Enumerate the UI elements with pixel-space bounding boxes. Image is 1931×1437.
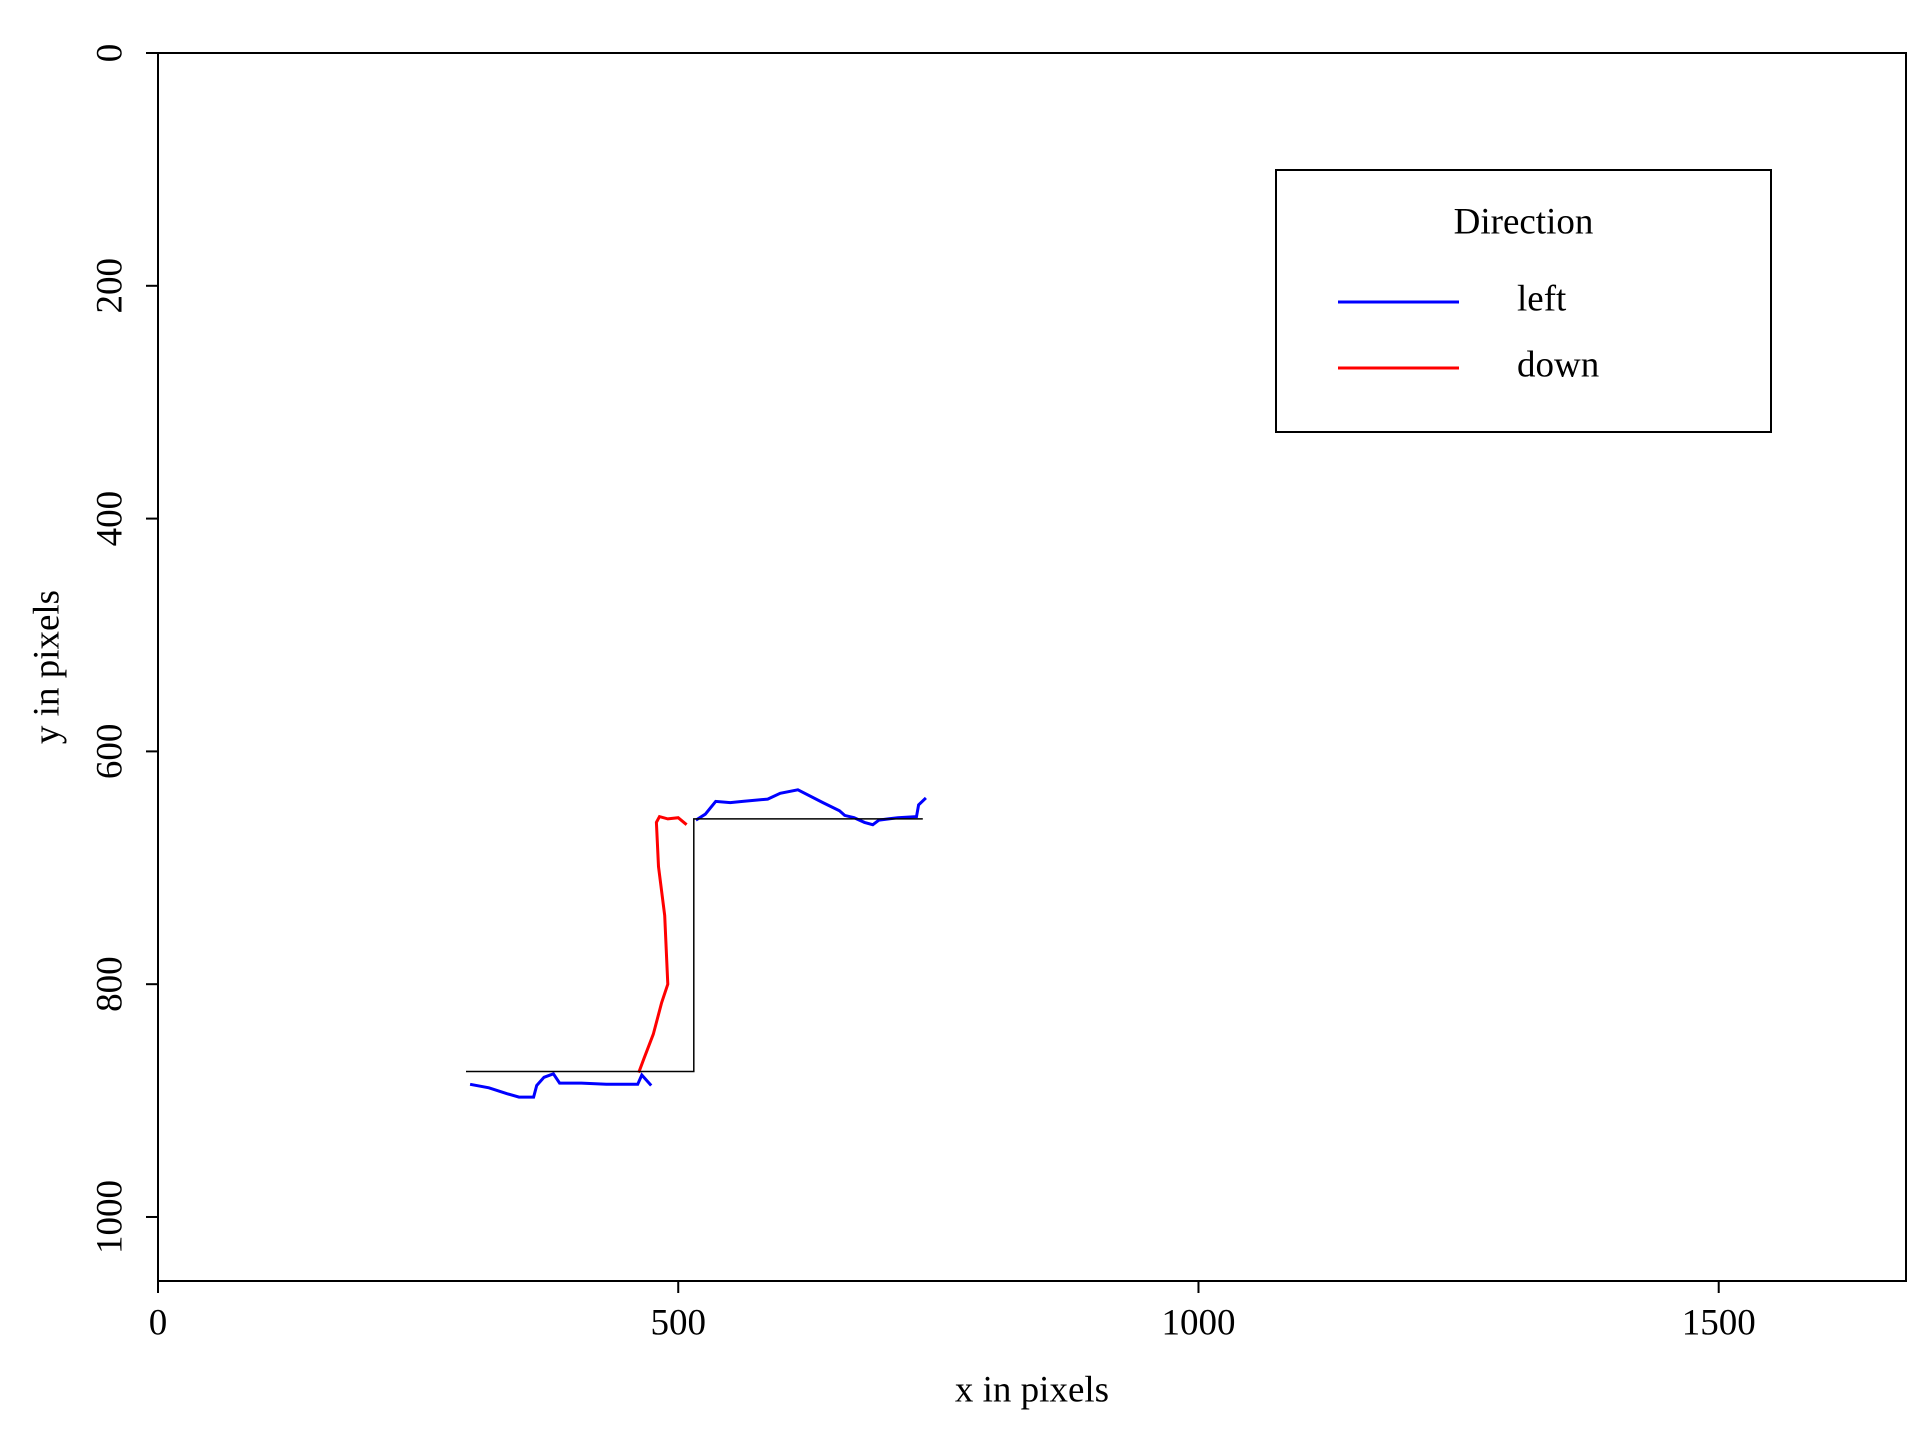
series-line — [469, 788, 927, 1099]
series-line — [637, 814, 688, 1074]
plot-frame — [157, 52, 1907, 1282]
y-tick-label: 600 — [89, 724, 130, 780]
y-tick-label: 400 — [89, 491, 130, 547]
x-tick-label: 0 — [149, 1302, 168, 1343]
legend-title: Direction — [1454, 201, 1594, 242]
x-tick-label: 500 — [650, 1302, 706, 1343]
series-line — [466, 818, 923, 1073]
y-tick-label: 200 — [89, 258, 130, 314]
x-tick-label: 1000 — [1161, 1302, 1235, 1343]
legend: Direction left down — [1275, 169, 1772, 433]
y-tick-label: 800 — [89, 956, 130, 1012]
legend-label: left — [1517, 278, 1567, 319]
y-tick-label: 1000 — [89, 1180, 130, 1254]
x-axis-label: x in pixels — [955, 1369, 1109, 1410]
y-tick-label: 0 — [89, 44, 130, 63]
x-tick-label: 1500 — [1682, 1302, 1756, 1343]
y-axis-label: y in pixels — [26, 590, 67, 744]
legend-label: down — [1517, 344, 1599, 385]
